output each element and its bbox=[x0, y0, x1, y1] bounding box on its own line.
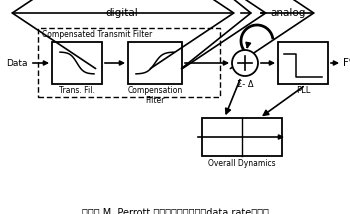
Text: Overall Dynamics: Overall Dynamics bbox=[208, 159, 276, 168]
Bar bbox=[52, 42, 102, 84]
Text: Data: Data bbox=[6, 58, 28, 67]
Text: 圖十二 M. Perrott 所提出增加調變訊號data rate的方法: 圖十二 M. Perrott 所提出增加調變訊號data rate的方法 bbox=[82, 207, 268, 214]
Text: digital: digital bbox=[106, 8, 138, 18]
Bar bbox=[38, 28, 220, 97]
Text: analog: analog bbox=[270, 8, 306, 18]
Bar bbox=[278, 42, 328, 84]
Text: Compensated Transmit Filter: Compensated Transmit Filter bbox=[42, 30, 152, 39]
Text: Compensation
Filter: Compensation Filter bbox=[127, 86, 183, 106]
Text: Σ- Δ: Σ- Δ bbox=[237, 80, 253, 89]
Circle shape bbox=[232, 50, 258, 76]
Text: out: out bbox=[349, 57, 350, 63]
Bar bbox=[202, 118, 282, 156]
Text: PLL: PLL bbox=[296, 86, 310, 95]
Text: F: F bbox=[343, 58, 349, 68]
Text: Trans. Fil.: Trans. Fil. bbox=[59, 86, 95, 95]
Bar bbox=[128, 42, 182, 84]
